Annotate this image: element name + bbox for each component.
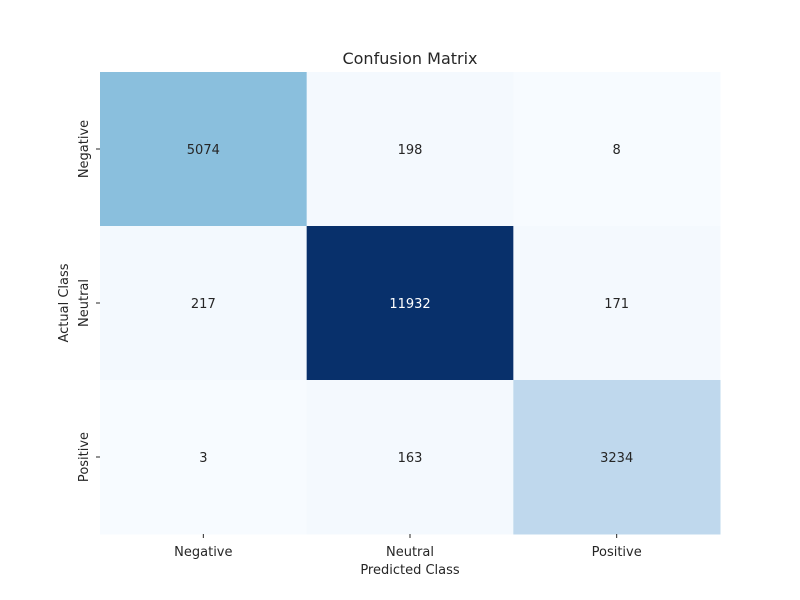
cell-value-label: 217 bbox=[191, 297, 216, 312]
cell-value-label: 3 bbox=[199, 451, 207, 466]
chart-title: Confusion Matrix bbox=[342, 49, 477, 68]
heatmap-cell bbox=[306, 72, 514, 227]
heatmap-cell bbox=[513, 226, 721, 381]
cell-value-label: 198 bbox=[398, 143, 423, 158]
cell-value-label: 171 bbox=[604, 297, 629, 312]
x-tick-label: Positive bbox=[592, 545, 642, 560]
heatmap-cell bbox=[100, 72, 308, 227]
x-axis-label: Predicted Class bbox=[360, 563, 460, 578]
cell-value-label: 3234 bbox=[600, 451, 633, 466]
x-axis-ticks: Negative Neutral Positive bbox=[174, 534, 642, 560]
cell-value-label: 11932 bbox=[389, 297, 430, 312]
y-tick-label: Negative bbox=[77, 120, 92, 178]
heatmap-cells bbox=[100, 72, 721, 535]
y-tick-label: Positive bbox=[77, 432, 92, 482]
heatmap-cell bbox=[513, 72, 721, 227]
cell-value-label: 8 bbox=[613, 143, 621, 158]
y-tick-label: Neutral bbox=[77, 279, 92, 327]
x-tick-label: Negative bbox=[174, 545, 232, 560]
heatmap-cell bbox=[513, 380, 721, 535]
heatmap-cell-labels: 5074 198 8 217 11932 171 3 163 3234 bbox=[187, 143, 633, 466]
heatmap-cell bbox=[100, 226, 308, 381]
x-tick-label: Neutral bbox=[386, 545, 434, 560]
cell-value-label: 163 bbox=[398, 451, 423, 466]
y-axis-ticks: Negative Neutral Positive bbox=[77, 120, 100, 482]
heatmap-cell bbox=[306, 226, 514, 381]
heatmap-cell bbox=[306, 380, 514, 535]
heatmap-cell bbox=[100, 380, 308, 535]
cell-value-label: 5074 bbox=[187, 143, 220, 158]
y-axis-label: Actual Class bbox=[57, 263, 72, 342]
